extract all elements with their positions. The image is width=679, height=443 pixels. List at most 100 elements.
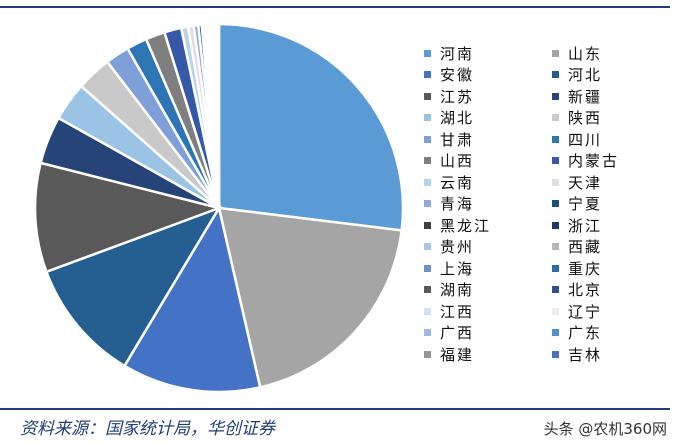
legend-swatch — [424, 243, 431, 250]
legend-item-广东: 广东 — [552, 323, 602, 343]
legend-swatch — [424, 264, 431, 272]
legend-label: 河北 — [568, 66, 603, 84]
legend-item-江西: 江西 — [424, 301, 474, 321]
legend-swatch — [552, 243, 559, 250]
legend-swatch — [552, 350, 559, 358]
legend-item-陕西: 陕西 — [552, 108, 602, 128]
legend-item-浙江: 浙江 — [552, 215, 602, 235]
legend-item-河北: 河北 — [552, 65, 602, 85]
pie-slice-安徽 — [122, 204, 262, 394]
legend-swatch — [552, 114, 559, 121]
legend-swatch — [424, 221, 431, 229]
legend-swatch — [424, 307, 431, 315]
pie-slice-山东 — [217, 206, 404, 389]
legend-swatch — [552, 178, 559, 186]
legend-item-内蒙古: 内蒙古 — [552, 151, 619, 171]
pie-slice-吉林 — [217, 22, 221, 209]
legend-swatch — [552, 221, 559, 229]
legend-item-重庆: 重庆 — [552, 258, 602, 278]
legend-label: 辽宁 — [568, 302, 603, 321]
legend-swatch — [424, 114, 431, 121]
legend-item-湖南: 湖南 — [424, 280, 474, 300]
legend-label: 安徽 — [440, 66, 475, 84]
legend-item-黑龙江: 黑龙江 — [424, 215, 491, 235]
legend-label: 福建 — [440, 345, 475, 364]
legend-swatch — [424, 200, 431, 207]
legend-label: 青海 — [440, 195, 475, 213]
legend-swatch — [424, 135, 431, 143]
bottom-rule — [0, 408, 670, 410]
legend-label: 北京 — [568, 281, 603, 299]
legend-swatch — [552, 49, 559, 57]
legend-label: 河南 — [440, 44, 475, 63]
legend-swatch — [424, 329, 431, 336]
legend-item-北京: 北京 — [552, 280, 602, 300]
legend-label: 山东 — [568, 44, 603, 63]
legend-swatch — [552, 157, 559, 164]
legend-label: 陕西 — [568, 109, 603, 127]
legend-item-湖北: 湖北 — [424, 108, 474, 128]
legend-label: 湖北 — [440, 109, 475, 127]
legend-swatch — [424, 178, 431, 186]
legend-item-青海: 青海 — [424, 194, 474, 214]
legend-label: 吉林 — [568, 345, 603, 364]
legend-swatch — [424, 350, 431, 358]
legend-label: 云南 — [440, 173, 475, 192]
legend-label: 内蒙古 — [568, 152, 620, 170]
legend-item-新疆: 新疆 — [552, 86, 602, 106]
legend-label: 江苏 — [440, 87, 475, 106]
legend-label: 山西 — [440, 152, 475, 170]
legend-label: 浙江 — [568, 216, 603, 235]
legend-label: 四川 — [568, 130, 603, 149]
legend-item-天津: 天津 — [552, 172, 602, 192]
legend-label: 广东 — [568, 324, 603, 342]
pie-chart — [33, 22, 405, 394]
watermark: 头条 @农机360网 — [543, 420, 667, 438]
legend-label: 广西 — [440, 324, 475, 342]
legend-swatch — [424, 49, 431, 57]
legend-label: 黑龙江 — [440, 216, 492, 235]
legend-item-贵州: 贵州 — [424, 237, 474, 257]
legend-swatch — [552, 286, 559, 293]
legend-item-吉林: 吉林 — [552, 344, 602, 364]
legend-label: 天津 — [568, 173, 603, 192]
legend-label: 湖南 — [440, 281, 475, 299]
legend-swatch — [552, 135, 559, 143]
legend-item-广西: 广西 — [424, 323, 474, 343]
legend-label: 上海 — [440, 259, 475, 278]
legend-label: 宁夏 — [568, 195, 603, 213]
legend-item-安徽: 安徽 — [424, 65, 474, 85]
legend-label: 西藏 — [568, 238, 603, 256]
legend-item-云南: 云南 — [424, 172, 474, 192]
legend-item-西藏: 西藏 — [552, 237, 602, 257]
legend-item-宁夏: 宁夏 — [552, 194, 602, 214]
legend-item-甘肃: 甘肃 — [424, 129, 474, 149]
top-rule — [0, 6, 670, 8]
legend-swatch — [424, 92, 431, 100]
legend-swatch — [424, 286, 431, 293]
legend-swatch — [552, 200, 559, 207]
pie-slice-江苏 — [33, 161, 224, 274]
legend-label: 江西 — [440, 302, 475, 321]
pie-slice-河南 — [217, 22, 405, 232]
legend-item-四川: 四川 — [552, 129, 602, 149]
legend-swatch — [552, 264, 559, 272]
legend-swatch — [424, 157, 431, 164]
legend-swatch — [552, 307, 559, 315]
legend-item-山西: 山西 — [424, 151, 474, 171]
source-note: 资料来源：国家统计局，华创证券 — [20, 419, 275, 439]
legend-swatch — [424, 71, 431, 78]
legend-label: 重庆 — [568, 259, 603, 278]
legend-item-辽宁: 辽宁 — [552, 301, 602, 321]
legend-label: 新疆 — [568, 87, 603, 106]
pie-slice-河北 — [44, 205, 222, 368]
legend-item-山东: 山东 — [552, 43, 602, 63]
legend-item-河南: 河南 — [424, 43, 474, 63]
legend-label: 贵州 — [440, 238, 475, 256]
legend-item-福建: 福建 — [424, 344, 474, 364]
legend-swatch — [552, 71, 559, 78]
legend-swatch — [552, 329, 559, 336]
legend-label: 甘肃 — [440, 130, 475, 149]
legend-swatch — [552, 92, 559, 100]
legend-item-上海: 上海 — [424, 258, 474, 278]
